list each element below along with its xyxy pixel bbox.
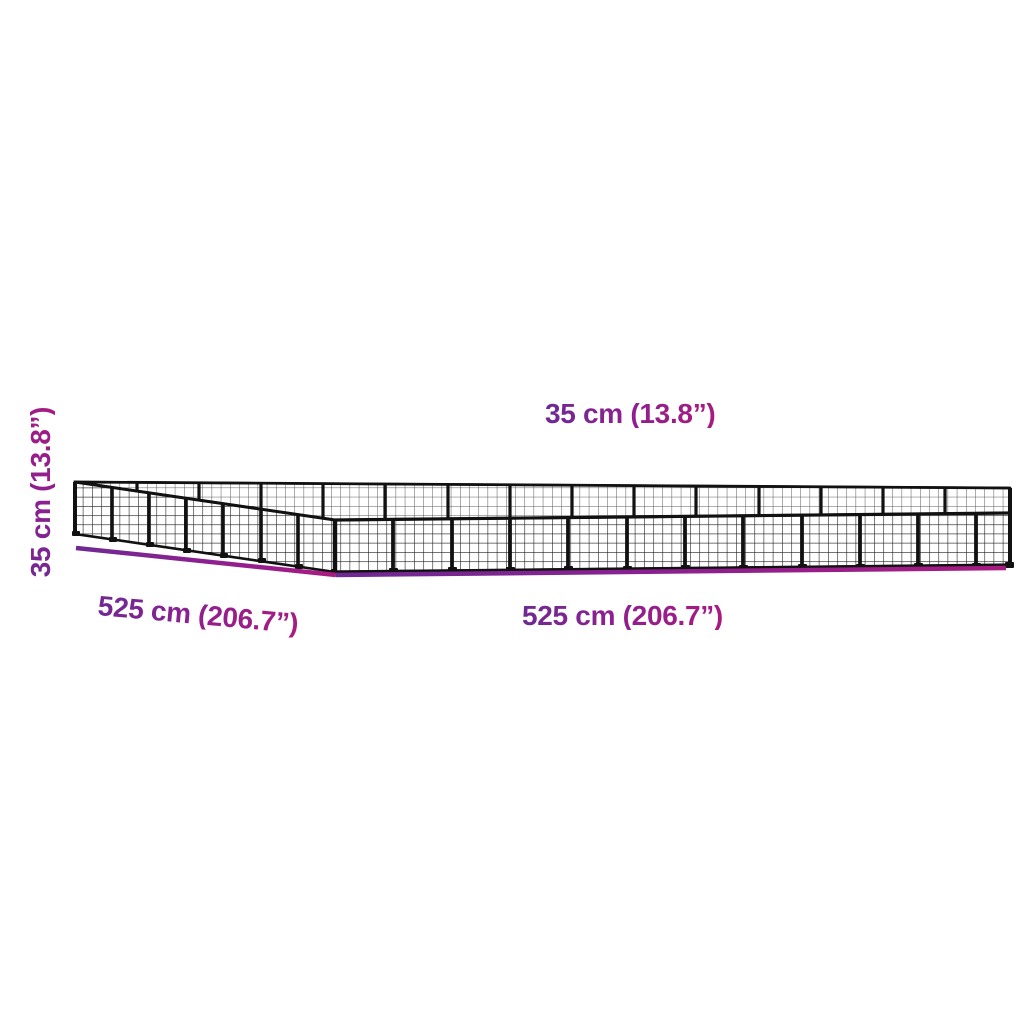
front-wall-posts <box>391 514 978 571</box>
left-wall-posts <box>110 487 300 567</box>
right-length-dimension-line <box>333 550 1009 592</box>
left-length-dimension-line <box>73 533 337 578</box>
left-wall-panels <box>72 480 340 575</box>
front-wall-panels <box>333 511 1014 574</box>
panel-width-dimension-label: 35 cm (13.8”) <box>545 398 716 429</box>
height-dimension-label: 35 cm (13.8”) <box>25 387 56 597</box>
panel-width-dimension-bracket <box>632 456 674 478</box>
right-length-dimension-label: 525 cm (206.7”) <box>522 600 723 631</box>
